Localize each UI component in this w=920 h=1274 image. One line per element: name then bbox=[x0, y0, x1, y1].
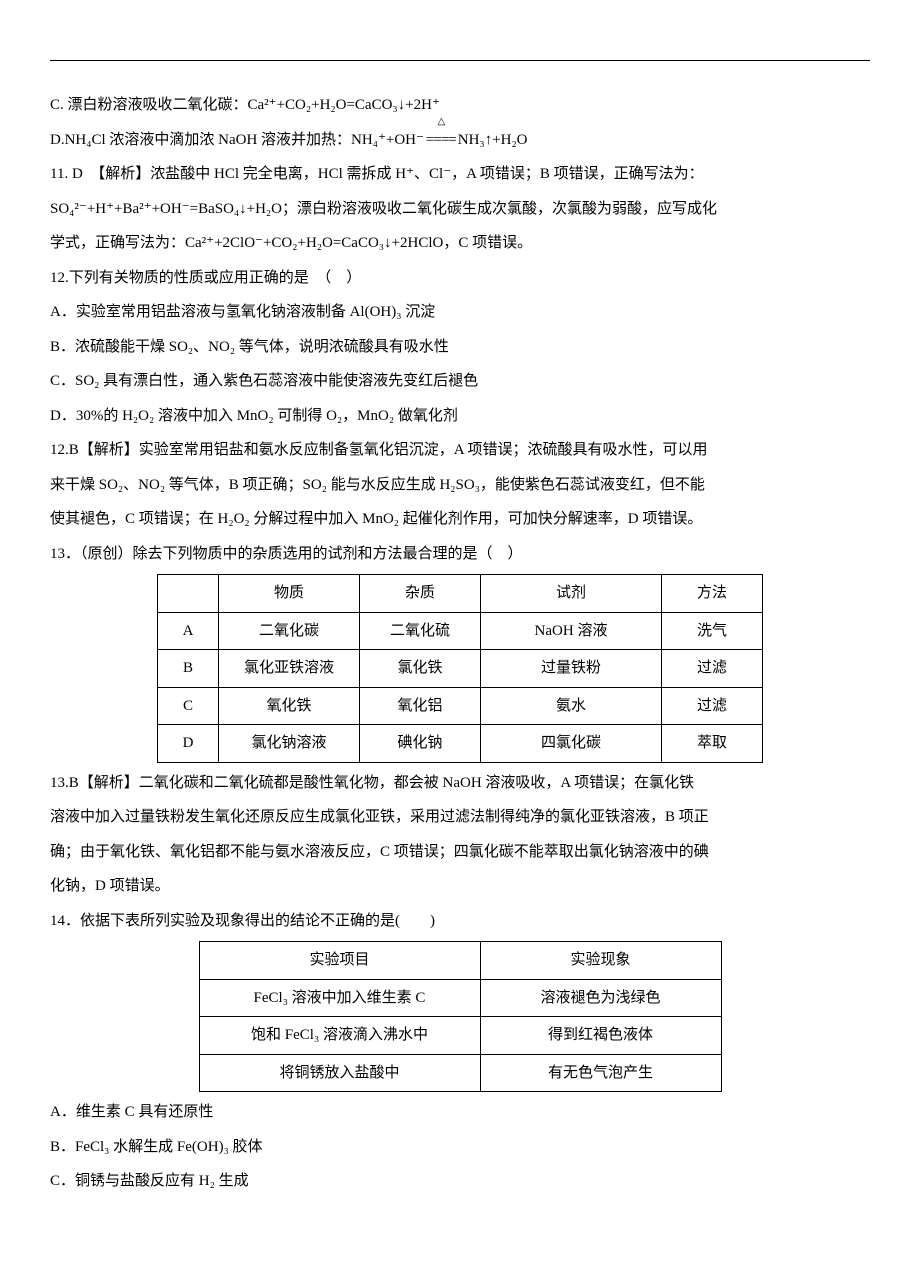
table-row: 将铜锈放入盐酸中 有无色气泡产生 bbox=[199, 1054, 721, 1092]
q12-option-b: B．浓硫酸能干燥 SO₂、NO₂ 等气体，说明浓硫酸具有吸水性 bbox=[50, 333, 870, 362]
table-row: 实验项目 实验现象 bbox=[199, 942, 721, 980]
q13-stem: 13．（原创）除去下列物质中的杂质选用的试剂和方法最合理的是（ ） bbox=[50, 540, 870, 569]
table-header bbox=[158, 575, 219, 613]
table-header: 杂质 bbox=[360, 575, 481, 613]
q14-option-a: A．维生素 C 具有还原性 bbox=[50, 1098, 870, 1127]
table-cell: 溶液褪色为浅绿色 bbox=[480, 979, 721, 1017]
q12-option-c: C．SO₂ 具有漂白性，通入紫色石蕊溶液中能使溶液先变红后褪色 bbox=[50, 367, 870, 396]
table-cell: 氯化钠溶液 bbox=[219, 725, 360, 763]
answer-13-line2: 溶液中加入过量铁粉发生氧化还原反应生成氯化亚铁，采用过滤法制得纯净的氯化亚铁溶液… bbox=[50, 803, 870, 832]
table-row: D 氯化钠溶液 碘化钠 四氯化碳 萃取 bbox=[158, 725, 763, 763]
table-cell: 过滤 bbox=[662, 650, 763, 688]
answer-12-line3: 使其褪色，C 项错误；在 H₂O₂ 分解过程中加入 MnO₂ 起催化剂作用，可加… bbox=[50, 505, 870, 534]
table-cell: B bbox=[158, 650, 219, 688]
table-cell: 过滤 bbox=[662, 687, 763, 725]
table-header: 实验项目 bbox=[199, 942, 480, 980]
table-cell: A bbox=[158, 612, 219, 650]
table-row: C 氧化铁 氧化铝 氨水 过滤 bbox=[158, 687, 763, 725]
table-header: 物质 bbox=[219, 575, 360, 613]
table-row: 物质 杂质 试剂 方法 bbox=[158, 575, 763, 613]
table-cell: 萃取 bbox=[662, 725, 763, 763]
table-cell: D bbox=[158, 725, 219, 763]
answer-11-line3: 学式，正确写法为：Ca²⁺+2ClO⁻+CO₂+H₂O=CaCO₃↓+2HClO… bbox=[50, 229, 870, 258]
answer-13-line1: 13.B【解析】二氧化碳和二氧化硫都是酸性氧化物，都会被 NaOH 溶液吸收，A… bbox=[50, 769, 870, 798]
top-divider bbox=[50, 60, 870, 61]
table-cell: 二氧化碳 bbox=[219, 612, 360, 650]
table-cell: 将铜锈放入盐酸中 bbox=[199, 1054, 480, 1092]
table-row: B 氯化亚铁溶液 氯化铁 过量铁粉 过滤 bbox=[158, 650, 763, 688]
heat-equals: △==== bbox=[426, 126, 456, 155]
table-header: 试剂 bbox=[481, 575, 662, 613]
q14-option-b: B．FeCl₃ 水解生成 Fe(OH)₃ 胶体 bbox=[50, 1133, 870, 1162]
table-cell: C bbox=[158, 687, 219, 725]
answer-11-line1: 11. D 【解析】浓盐酸中 HCl 完全电离，HCl 需拆成 H⁺、Cl⁻，A… bbox=[50, 160, 870, 189]
answer-12-line1: 12.B【解析】实验室常用铝盐和氨水反应制备氢氧化铝沉淀，A 项错误；浓硫酸具有… bbox=[50, 436, 870, 465]
q13-table: 物质 杂质 试剂 方法 A 二氧化碳 二氧化硫 NaOH 溶液 洗气 B 氯化亚… bbox=[157, 574, 763, 763]
table-cell: 得到红褐色液体 bbox=[480, 1017, 721, 1055]
q14-option-c: C．铜锈与盐酸反应有 H₂ 生成 bbox=[50, 1167, 870, 1196]
table-header: 实验现象 bbox=[480, 942, 721, 980]
answer-13-line4: 化钠，D 项错误。 bbox=[50, 872, 870, 901]
table-cell: 氧化铁 bbox=[219, 687, 360, 725]
table-cell: NaOH 溶液 bbox=[481, 612, 662, 650]
table-cell: 洗气 bbox=[662, 612, 763, 650]
table-cell: 氯化亚铁溶液 bbox=[219, 650, 360, 688]
answer-12-line2: 来干燥 SO₂、NO₂ 等气体，B 项正确；SO₂ 能与水反应生成 H₂SO₃，… bbox=[50, 471, 870, 500]
table-cell: FeCl₃ 溶液中加入维生素 C bbox=[199, 979, 480, 1017]
table-cell: 二氧化硫 bbox=[360, 612, 481, 650]
table-cell: 碘化钠 bbox=[360, 725, 481, 763]
document-page: C. 漂白粉溶液吸收二氧化碳：Ca²⁺+CO₂+H₂O=CaCO₃↓+2H⁺ D… bbox=[0, 0, 920, 1242]
table-header: 方法 bbox=[662, 575, 763, 613]
q14-table: 实验项目 实验现象 FeCl₃ 溶液中加入维生素 C 溶液褪色为浅绿色 饱和 F… bbox=[199, 941, 722, 1092]
table-row: FeCl₃ 溶液中加入维生素 C 溶液褪色为浅绿色 bbox=[199, 979, 721, 1017]
table-cell: 氨水 bbox=[481, 687, 662, 725]
option-d-pre: D.NH₄Cl 浓溶液中滴加浓 NaOH 溶液并加热：NH₄⁺+OH⁻ bbox=[50, 132, 424, 148]
answer-13-line3: 确；由于氧化铁、氧化铝都不能与氨水溶液反应，C 项错误；四氯化碳不能萃取出氯化钠… bbox=[50, 838, 870, 867]
table-cell: 过量铁粉 bbox=[481, 650, 662, 688]
option-c: C. 漂白粉溶液吸收二氧化碳：Ca²⁺+CO₂+H₂O=CaCO₃↓+2H⁺ bbox=[50, 91, 870, 120]
table-row: 饱和 FeCl₃ 溶液滴入沸水中 得到红褐色液体 bbox=[199, 1017, 721, 1055]
table-cell: 有无色气泡产生 bbox=[480, 1054, 721, 1092]
table-row: A 二氧化碳 二氧化硫 NaOH 溶液 洗气 bbox=[158, 612, 763, 650]
table-cell: 氧化铝 bbox=[360, 687, 481, 725]
q14-stem: 14．依据下表所列实验及现象得出的结论不正确的是( ) bbox=[50, 907, 870, 936]
table-cell: 四氯化碳 bbox=[481, 725, 662, 763]
table-cell: 饱和 FeCl₃ 溶液滴入沸水中 bbox=[199, 1017, 480, 1055]
option-d: D.NH₄Cl 浓溶液中滴加浓 NaOH 溶液并加热：NH₄⁺+OH⁻△====… bbox=[50, 126, 870, 155]
table-cell: 氯化铁 bbox=[360, 650, 481, 688]
q12-stem: 12.下列有关物质的性质或应用正确的是 （ ） bbox=[50, 264, 870, 293]
answer-11-line2: SO₄²⁻+H⁺+Ba²⁺+OH⁻=BaSO₄↓+H₂O；漂白粉溶液吸收二氧化碳… bbox=[50, 195, 870, 224]
q12-option-a: A．实验室常用铝盐溶液与氢氧化钠溶液制备 Al(OH)₃ 沉淀 bbox=[50, 298, 870, 327]
option-d-post: NH₃↑+H₂O bbox=[458, 132, 528, 148]
q12-option-d: D．30%的 H₂O₂ 溶液中加入 MnO₂ 可制得 O₂，MnO₂ 做氧化剂 bbox=[50, 402, 870, 431]
